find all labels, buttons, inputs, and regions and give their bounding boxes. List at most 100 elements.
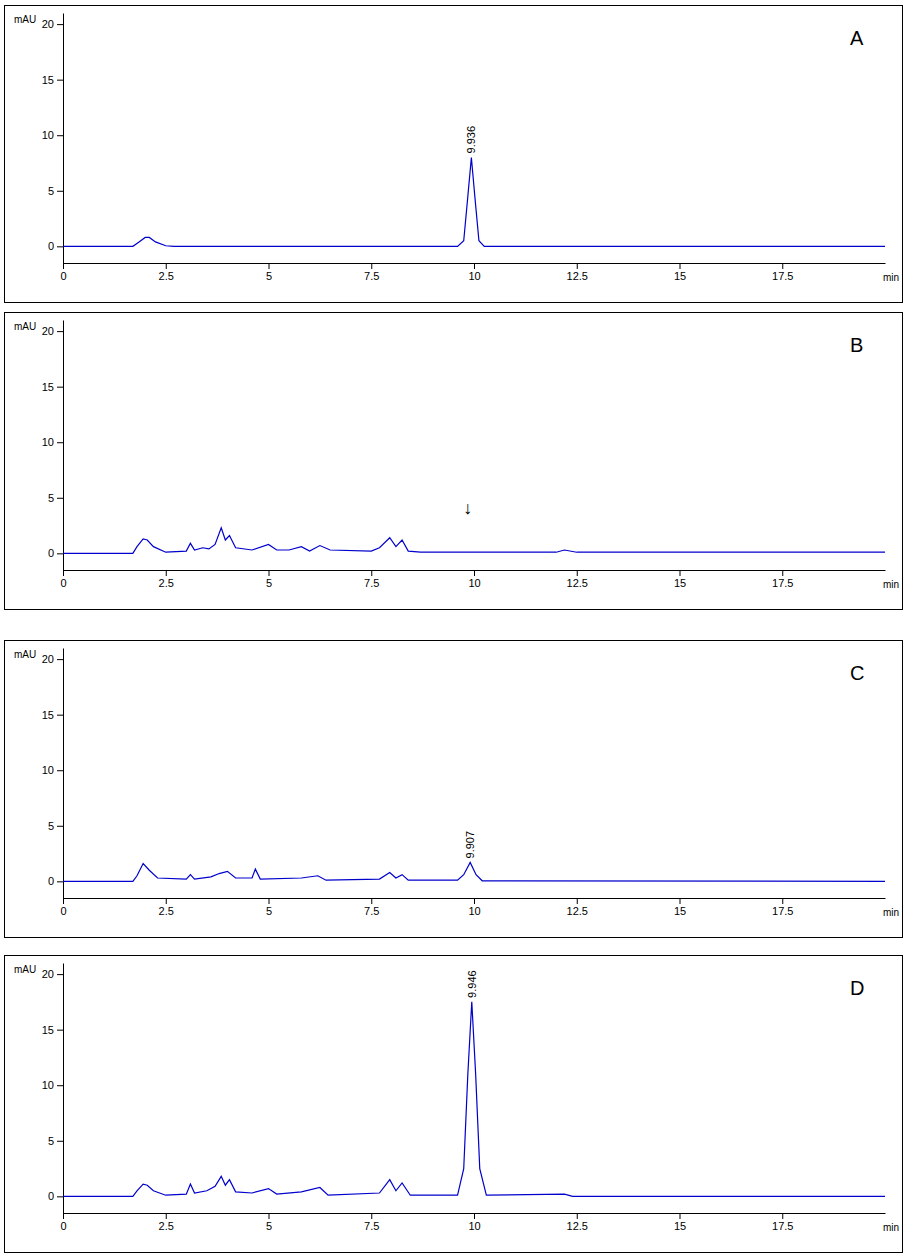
x-tick-label: 17.5	[772, 905, 793, 917]
x-axis-title: min	[883, 907, 899, 918]
figure: 0 2.5 5 7.5 10 12.5 15 17.5 0 5 10 15 20 mAU min A 9.936…	[0, 0, 907, 1253]
x-tick-mark	[782, 1213, 783, 1219]
x-tick-mark	[680, 898, 681, 904]
y-axis-line	[63, 964, 64, 1214]
x-tick-mark	[371, 1213, 372, 1219]
plot-area	[63, 528, 885, 554]
x-tick: 15	[674, 1213, 686, 1232]
y-tick-label: 15	[42, 709, 54, 721]
x-tick-mark	[269, 898, 270, 904]
x-tick-label: 7.5	[364, 1220, 379, 1232]
y-tick: 10	[42, 1079, 63, 1091]
panel-title: B	[850, 334, 863, 356]
x-tick-mark	[166, 1213, 167, 1219]
plot-area	[63, 1002, 885, 1196]
x-tick: 10	[468, 1213, 480, 1232]
x-tick-label: 5	[266, 905, 272, 917]
x-tick: 17.5	[772, 263, 793, 282]
y-tick-label: 15	[42, 381, 54, 393]
panel: 02.557.51012.51517.505101520mAUminB↓	[5, 313, 903, 610]
x-tick-mark	[269, 1213, 270, 1219]
x-tick-label: 7.5	[364, 577, 379, 589]
y-tick-label: 20	[42, 325, 54, 337]
x-tick-label: 0	[60, 1220, 66, 1232]
x-tick: 2.5	[159, 1213, 174, 1232]
x-tick-mark	[680, 1213, 681, 1219]
x-tick-mark	[474, 263, 475, 269]
peak-label: 9.936	[465, 126, 477, 154]
panel-title: D	[850, 977, 864, 999]
peak-label: 9.946	[466, 970, 478, 998]
x-tick: 5	[266, 263, 272, 282]
x-tick: 7.5	[364, 263, 379, 282]
x-tick-label: 12.5	[567, 270, 588, 282]
x-tick-label: 5	[266, 577, 272, 589]
y-tick-mark	[57, 826, 63, 827]
x-tick: 7.5	[364, 1213, 379, 1232]
x-tick-label: 2.5	[159, 905, 174, 917]
x-tick: 17.5	[772, 898, 793, 917]
x-tick-label: 2.5	[159, 577, 174, 589]
y-tick-mark	[57, 498, 63, 499]
y-tick-label: 10	[42, 764, 54, 776]
x-tick-label: 7.5	[364, 270, 379, 282]
x-tick-mark	[474, 1213, 475, 1219]
y-axis: 05101520	[42, 964, 64, 1214]
x-tick: 5	[266, 1213, 272, 1232]
y-tick-mark	[57, 331, 63, 332]
y-axis-title: mAU	[14, 964, 36, 975]
y-axis-line	[63, 649, 64, 899]
y-tick: 20	[42, 653, 63, 665]
y-tick-label: 20	[42, 968, 54, 980]
y-tick: 5	[48, 820, 63, 832]
y-tick-mark	[57, 135, 63, 136]
y-tick-label: 20	[42, 653, 54, 665]
y-axis: 05101520	[42, 14, 64, 264]
trace	[63, 157, 885, 246]
y-tick-label: 15	[42, 74, 54, 86]
y-tick-mark	[57, 80, 63, 81]
x-tick-label: 0	[60, 577, 66, 589]
x-tick-mark	[782, 263, 783, 269]
y-axis-line	[63, 14, 64, 264]
x-tick: 10	[468, 263, 480, 282]
x-tick: 0	[60, 570, 66, 589]
annotation: ↓	[463, 498, 472, 518]
x-tick-label: 15	[674, 270, 686, 282]
x-tick-label: 10	[468, 270, 480, 282]
y-tick-label: 5	[48, 492, 54, 504]
y-tick-label: 10	[42, 436, 54, 448]
y-tick-mark	[57, 1030, 63, 1031]
x-tick-label: 7.5	[364, 905, 379, 917]
x-tick-label: 17.5	[772, 1220, 793, 1232]
x-axis-title: min	[883, 579, 899, 590]
y-tick-label: 0	[48, 240, 54, 252]
panel-frame	[5, 313, 903, 610]
panel-title: A	[850, 27, 864, 49]
x-tick-label: 12.5	[567, 1220, 588, 1232]
x-tick: 12.5	[567, 263, 588, 282]
trace	[63, 1002, 885, 1196]
x-tick: 2.5	[159, 263, 174, 282]
x-tick-mark	[577, 263, 578, 269]
y-tick-label: 15	[42, 1024, 54, 1036]
trace	[63, 862, 885, 881]
x-tick: 17.5	[772, 570, 793, 589]
y-axis: 05101520	[42, 321, 64, 571]
x-tick-label: 2.5	[159, 1220, 174, 1232]
x-tick-mark	[782, 570, 783, 576]
y-tick: 15	[42, 74, 63, 86]
x-tick-mark	[269, 263, 270, 269]
x-tick: 15	[674, 263, 686, 282]
x-tick-label: 10	[468, 905, 480, 917]
y-tick-mark	[57, 1196, 63, 1197]
x-tick: 10	[468, 898, 480, 917]
y-tick-mark	[57, 191, 63, 192]
x-tick-label: 17.5	[772, 577, 793, 589]
x-tick: 0	[60, 898, 66, 917]
x-tick-mark	[577, 898, 578, 904]
x-tick: 0	[60, 1213, 66, 1232]
x-tick: 12.5	[567, 570, 588, 589]
panel-title: C	[850, 662, 864, 684]
x-tick-mark	[63, 570, 64, 576]
